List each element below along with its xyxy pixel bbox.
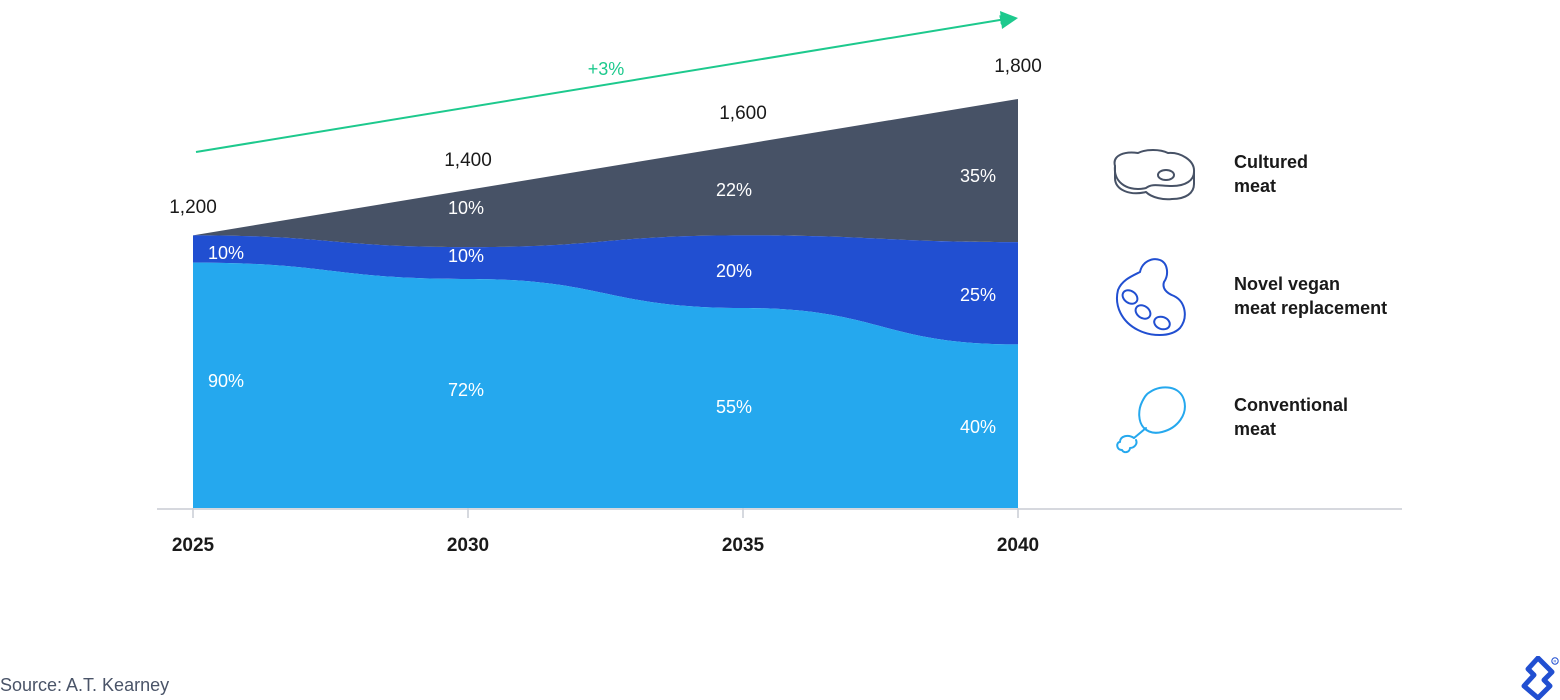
total-data-label: 1,400 <box>444 150 492 171</box>
area-novel-vegan <box>193 235 1018 345</box>
legend-item: Conventional meat <box>1234 395 1348 439</box>
steak-icon <box>1113 149 1195 201</box>
share-data-label: 22% <box>716 180 752 200</box>
area-conventional-meat <box>193 262 1018 508</box>
total-data-label: 1,200 <box>169 197 217 218</box>
legend-item: Cultured meat <box>1234 152 1308 196</box>
toptal-logo-icon: R <box>1521 656 1559 700</box>
soybean-icon <box>1116 258 1186 336</box>
share-data-label: 25% <box>960 285 996 305</box>
total-data-label: 1,800 <box>994 56 1042 77</box>
share-data-label: 20% <box>716 261 752 281</box>
drumstick-icon <box>1116 386 1186 454</box>
growth-arrow <box>195 15 1010 153</box>
growth-arrowhead-icon <box>1000 11 1018 29</box>
growth-rate-label: +3% <box>588 59 625 79</box>
source-note: Source: A.T. Kearney <box>0 675 170 695</box>
share-data-label: 90% <box>208 371 244 391</box>
x-tick-label: 2030 <box>447 535 489 556</box>
legend-label: Conventional <box>1234 395 1348 415</box>
share-data-label: 35% <box>960 166 996 186</box>
share-data-label: 10% <box>208 243 244 263</box>
legend-label: meat <box>1234 419 1276 439</box>
x-tick-label: 2040 <box>997 535 1039 556</box>
legend-label: Novel vegan <box>1234 274 1340 294</box>
share-data-label: 10% <box>448 246 484 266</box>
x-tick-label: 2025 <box>172 535 215 556</box>
share-data-label: 72% <box>448 380 484 400</box>
share-data-label: 10% <box>448 198 484 218</box>
area-cultured-meat <box>193 99 1018 248</box>
share-data-label: 55% <box>716 397 752 417</box>
legend-label: Cultured <box>1234 152 1308 172</box>
x-tick-label: 2035 <box>722 535 765 556</box>
total-data-label: 1,600 <box>719 103 767 124</box>
share-data-label: 40% <box>960 417 996 437</box>
legend-label: meat replacement <box>1234 298 1387 318</box>
legend-item: Novel vegan meat replacement <box>1234 274 1387 318</box>
svg-text:R: R <box>1554 659 1557 664</box>
legend-label: meat <box>1234 176 1276 196</box>
